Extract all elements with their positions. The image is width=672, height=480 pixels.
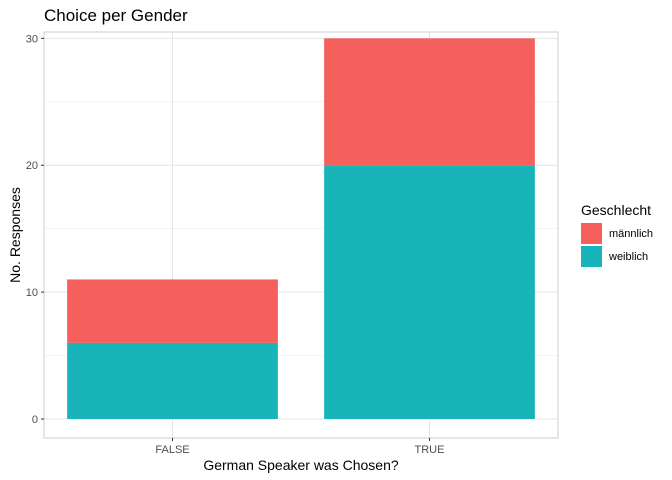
bar-false-mnnlich [67,279,278,343]
bar-false-weiblich [67,342,278,419]
bars [67,38,535,419]
y-tick-label: 20 [26,160,38,172]
legend-key-mnnlich [581,223,602,244]
x-axis-ticks: FALSE TRUE [155,438,444,456]
y-axis-ticks: 0 10 20 30 [26,33,44,426]
chart-title: Choice per Gender [44,6,188,25]
y-axis-title: No. Responses [7,187,23,283]
bar-true-weiblich [324,165,535,419]
legend-title: Geschlecht [581,202,651,218]
legend-key-weiblich [581,246,602,267]
bar-true-mnnlich [324,38,535,166]
x-tick-label: TRUE [415,444,445,456]
y-tick-label: 0 [32,414,38,426]
x-tick-label: FALSE [155,444,189,456]
x-axis-title: German Speaker was Chosen? [203,457,399,473]
y-tick-label: 10 [26,287,38,299]
y-tick-label: 30 [26,33,38,45]
legend: Geschlecht männlich weiblich [581,202,653,267]
plot-panel-border [43,31,559,439]
legend-label: weiblich [608,251,648,263]
legend-label: männlich [609,228,653,240]
